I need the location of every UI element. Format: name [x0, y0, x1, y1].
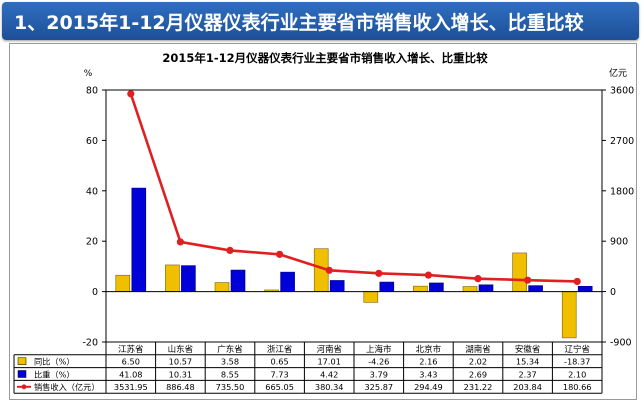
- category-label: 江苏省: [118, 344, 144, 355]
- legend-swatch-sales-marker: [21, 384, 27, 390]
- bar-share: [131, 187, 147, 292]
- y-right-tick-label: 1800: [610, 186, 634, 197]
- y-right-tick-label: 0: [610, 287, 616, 298]
- sales-point: [573, 277, 581, 286]
- category-label: 河南省: [316, 344, 342, 355]
- table-cell-value: 3531.95: [114, 382, 148, 392]
- bar-share: [429, 282, 444, 292]
- category-label: 辽宁省: [564, 344, 590, 355]
- y-right-tick-label: 900: [610, 237, 628, 248]
- section-title: 1、2015年1-12月仪器仪表行业主要省市销售收入增长、比重比较: [14, 12, 584, 34]
- bar-yoy: [363, 291, 379, 303]
- table-cell-value: 3.58: [221, 357, 239, 367]
- y-right-tick-label: 2700: [610, 136, 634, 147]
- sales-point: [325, 266, 333, 274]
- sales-point: [424, 271, 432, 279]
- y-right-unit: 亿元: [609, 67, 627, 79]
- legend-label: 比重（%）: [34, 369, 75, 379]
- category-label: 安徽省: [515, 344, 541, 355]
- y-left-unit: %: [84, 69, 93, 79]
- table-cell-value: 6.50: [122, 357, 140, 367]
- bar-share: [478, 284, 494, 292]
- table-cell-value: 665.05: [265, 382, 294, 392]
- table-cell-value: 17.01: [317, 357, 340, 367]
- table-cell-value: 3.79: [370, 369, 388, 379]
- table-cell-value: -18.37: [564, 357, 590, 367]
- table-cell-value: 380.34: [315, 382, 344, 392]
- table-cell-value: 231.22: [464, 382, 493, 392]
- table-cell-value: 0.65: [270, 357, 288, 367]
- table-cell-value: 2.37: [518, 369, 536, 379]
- bar-yoy: [165, 264, 180, 292]
- bar-share: [379, 281, 395, 292]
- category-label: 广东省: [217, 344, 243, 355]
- legend-label: 同比（%）: [34, 357, 75, 367]
- y-left-tick-label: 80: [86, 86, 98, 97]
- table-cell-value: 3.43: [419, 369, 437, 379]
- y-left-tick-label: 40: [86, 186, 98, 197]
- bar-share: [181, 265, 196, 292]
- section-banner: 1、2015年1-12月仪器仪表行业主要省市销售收入增长、比重比较: [2, 2, 639, 40]
- table-cell-value: 735.50: [216, 382, 245, 392]
- category-label: 浙江省: [267, 344, 293, 355]
- bar-yoy: [512, 252, 527, 292]
- y-left-tick-label: -20: [82, 338, 98, 349]
- table-cell-value: 10.57: [169, 357, 192, 367]
- sales-point: [127, 90, 135, 98]
- bar-yoy: [561, 291, 577, 339]
- y-right-tick-label: -900: [610, 338, 632, 349]
- table-cell-value: 886.48: [166, 382, 195, 392]
- bar-yoy: [115, 274, 131, 292]
- sales-point: [474, 275, 482, 283]
- bar-yoy: [462, 286, 478, 292]
- bar-share: [329, 280, 345, 292]
- chart-panel: [9, 43, 637, 400]
- table-cell-value: 2.16: [419, 357, 437, 367]
- sales-point: [176, 238, 184, 246]
- table-cell-value: -4.26: [368, 357, 389, 367]
- y-left-tick-label: 20: [86, 237, 98, 248]
- table-cell-value: 2.02: [469, 357, 487, 367]
- table-cell-value: 4.42: [320, 369, 338, 379]
- y-right-tick-label: 3600: [610, 86, 634, 97]
- category-label: 上海市: [366, 344, 392, 355]
- table-cell-value: 41.08: [119, 369, 142, 379]
- bar-share: [528, 285, 543, 292]
- table-cell-value: 8.55: [221, 369, 239, 379]
- plot-area: [105, 89, 603, 343]
- y-left-tick-label: 60: [86, 136, 98, 147]
- chart-title: 2015年1-12月仪器仪表行业主要省市销售收入增长、比重比较: [162, 51, 488, 65]
- table-cell-value: 325.87: [364, 382, 393, 392]
- table-cell-value: 15.34: [516, 357, 539, 367]
- bar-share: [230, 269, 246, 292]
- sales-point: [276, 250, 284, 258]
- category-label: 北京市: [416, 344, 442, 355]
- table-cell-value: 2.10: [568, 369, 586, 379]
- y-left-tick-label: 0: [92, 287, 98, 298]
- table-cell-value: 294.49: [414, 382, 443, 392]
- table-cell-value: 180.66: [563, 382, 592, 392]
- bar-share: [280, 271, 295, 292]
- legend-swatch-yoy: [17, 357, 27, 365]
- category-label: 湖南省: [465, 344, 491, 355]
- bar-yoy: [413, 285, 428, 292]
- table-cell-value: 10.31: [169, 369, 192, 379]
- legend-label: 销售收入（亿元）: [34, 382, 100, 392]
- table-cell-value: 7.73: [270, 369, 288, 379]
- table-cell-value: 203.84: [513, 382, 542, 392]
- sales-point: [524, 276, 532, 284]
- bar-yoy: [214, 282, 230, 292]
- legend-swatch-share: [17, 370, 27, 378]
- table-cell-value: 2.69: [469, 369, 487, 379]
- sales-line: [129, 93, 578, 283]
- sales-point: [226, 246, 234, 255]
- category-label: 山东省: [168, 344, 194, 355]
- bar-share: [577, 286, 593, 292]
- sales-point: [375, 269, 383, 277]
